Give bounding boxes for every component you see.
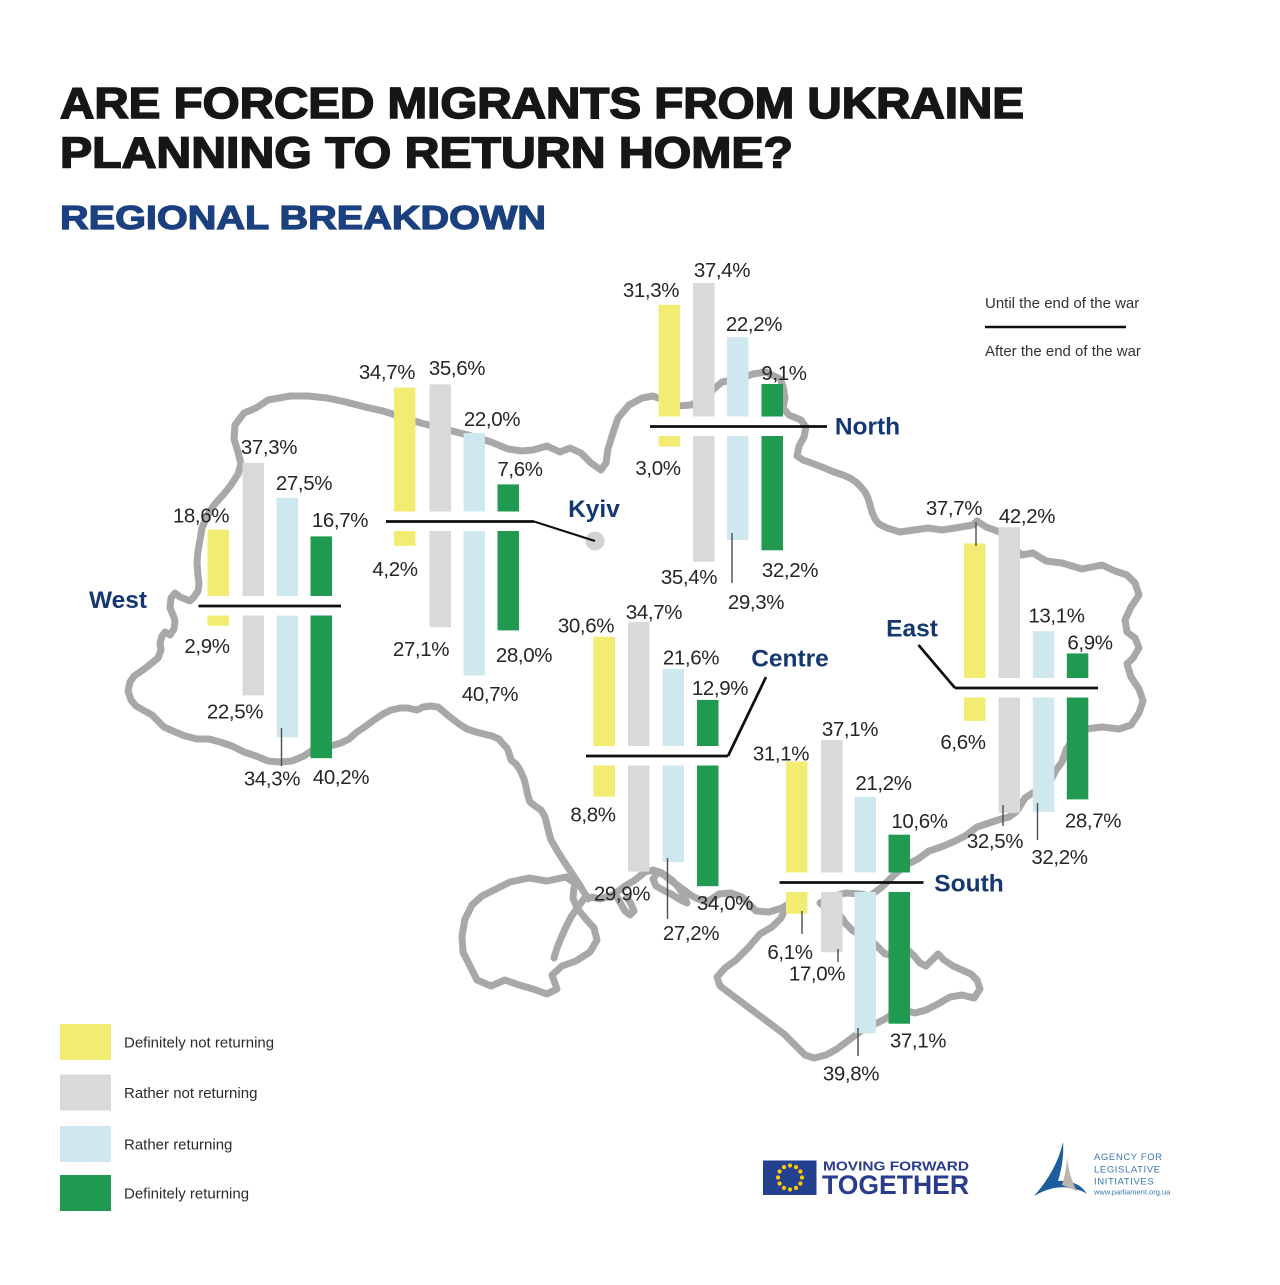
svg-text:Definitely returning: Definitely returning xyxy=(124,1186,249,1203)
svg-text:37,7%: 37,7% xyxy=(926,497,982,520)
svg-text:North: North xyxy=(835,414,900,441)
svg-text:28,0%: 28,0% xyxy=(496,644,552,667)
svg-text:32,5%: 32,5% xyxy=(967,830,1023,853)
svg-text:South: South xyxy=(934,871,1003,898)
svg-text:31,1%: 31,1% xyxy=(753,743,809,766)
svg-text:22,2%: 22,2% xyxy=(726,313,782,336)
svg-text:10,6%: 10,6% xyxy=(891,810,947,833)
svg-text:32,2%: 32,2% xyxy=(1031,846,1087,869)
svg-text:42,2%: 42,2% xyxy=(999,505,1055,528)
svg-text:After the end of the war: After the end of the war xyxy=(985,343,1141,360)
svg-text:TOGETHER: TOGETHER xyxy=(822,1170,969,1200)
svg-text:34,3%: 34,3% xyxy=(244,768,300,791)
svg-text:39,8%: 39,8% xyxy=(823,1063,879,1086)
svg-text:REGIONAL BREAKDOWN: REGIONAL BREAKDOWN xyxy=(60,199,546,236)
svg-text:35,4%: 35,4% xyxy=(661,566,717,589)
svg-text:6,6%: 6,6% xyxy=(940,731,985,754)
svg-text:6,9%: 6,9% xyxy=(1067,632,1112,655)
svg-text:21,6%: 21,6% xyxy=(663,647,719,670)
svg-text:2,9%: 2,9% xyxy=(184,635,229,658)
svg-text:40,2%: 40,2% xyxy=(313,766,369,789)
svg-text:MOVING FORWARD: MOVING FORWARD xyxy=(823,1159,969,1174)
svg-text:27,1%: 27,1% xyxy=(393,638,449,661)
svg-text:30,6%: 30,6% xyxy=(558,615,614,638)
svg-text:27,2%: 27,2% xyxy=(663,922,719,945)
svg-text:18,6%: 18,6% xyxy=(173,505,229,528)
svg-text:3,0%: 3,0% xyxy=(635,457,680,480)
svg-text:9,1%: 9,1% xyxy=(761,362,806,385)
svg-text:AGENCY FOR: AGENCY FOR xyxy=(1094,1152,1163,1163)
svg-text:INITIATIVES: INITIATIVES xyxy=(1094,1177,1154,1188)
svg-text:West: West xyxy=(89,587,147,614)
svg-text:ARE FORCED MIGRANTS FROM UKRAI: ARE FORCED MIGRANTS FROM UKRAINE xyxy=(60,79,1024,128)
svg-text:34,7%: 34,7% xyxy=(626,601,682,624)
svg-text:35,6%: 35,6% xyxy=(429,357,485,380)
svg-text:Until the end of the war: Until the end of the war xyxy=(985,295,1139,312)
svg-text:16,7%: 16,7% xyxy=(312,509,368,532)
svg-text:Rather returning: Rather returning xyxy=(124,1137,232,1154)
svg-text:29,9%: 29,9% xyxy=(594,883,650,906)
svg-text:32,2%: 32,2% xyxy=(762,559,818,582)
svg-text:27,5%: 27,5% xyxy=(276,472,332,495)
svg-text:Centre: Centre xyxy=(751,646,829,673)
svg-text:37,3%: 37,3% xyxy=(241,436,297,459)
svg-text:East: East xyxy=(886,616,938,643)
svg-text:Rather not returning: Rather not returning xyxy=(124,1085,257,1102)
svg-text:LEGISLATIVE: LEGISLATIVE xyxy=(1094,1165,1161,1176)
svg-text:37,1%: 37,1% xyxy=(822,718,878,741)
svg-text:Kyiv: Kyiv xyxy=(568,496,620,523)
svg-text:34,7%: 34,7% xyxy=(359,361,415,384)
svg-text:www.parliament.org.ua: www.parliament.org.ua xyxy=(1093,1188,1171,1197)
svg-text:13,1%: 13,1% xyxy=(1028,605,1084,628)
svg-text:4,2%: 4,2% xyxy=(372,558,417,581)
svg-text:22,0%: 22,0% xyxy=(464,408,520,431)
svg-text:21,2%: 21,2% xyxy=(855,772,911,795)
svg-text:29,3%: 29,3% xyxy=(728,591,784,614)
svg-text:Definitely not returning: Definitely not returning xyxy=(124,1035,274,1052)
svg-text:37,1%: 37,1% xyxy=(890,1030,946,1053)
svg-text:8,8%: 8,8% xyxy=(570,804,615,827)
svg-text:28,7%: 28,7% xyxy=(1065,810,1121,833)
svg-text:12,9%: 12,9% xyxy=(692,677,748,700)
svg-text:37,4%: 37,4% xyxy=(694,259,750,282)
svg-text:22,5%: 22,5% xyxy=(207,701,263,724)
svg-text:6,1%: 6,1% xyxy=(767,941,812,964)
svg-text:17,0%: 17,0% xyxy=(789,963,845,986)
svg-text:31,3%: 31,3% xyxy=(623,279,679,302)
svg-text:40,7%: 40,7% xyxy=(462,683,518,706)
svg-text:7,6%: 7,6% xyxy=(497,458,542,481)
svg-text:PLANNING TO RETURN HOME?: PLANNING TO RETURN HOME? xyxy=(60,129,793,178)
svg-text:34,0%: 34,0% xyxy=(697,892,753,915)
